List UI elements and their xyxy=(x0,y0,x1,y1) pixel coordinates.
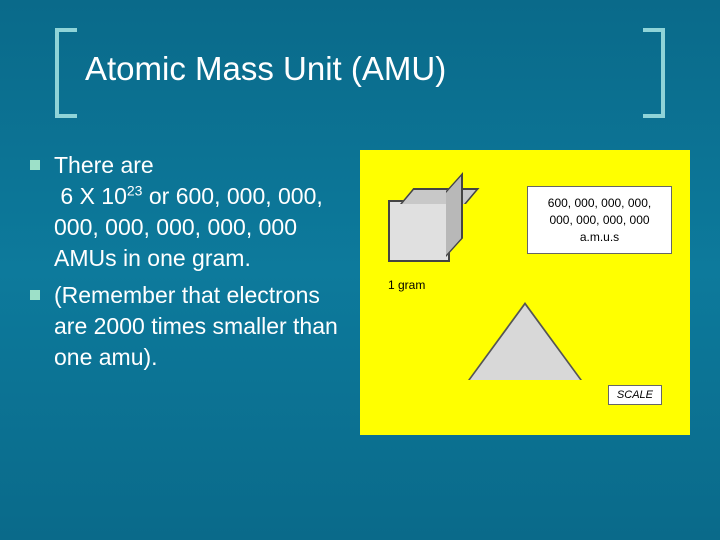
bullet-list: There are 6 X 1023 or 600, 000, 000, 000… xyxy=(30,150,360,520)
bullet-text: There are 6 X 1023 or 600, 000, 000, 000… xyxy=(54,150,350,274)
scale-figure: 1 gram 600, 000, 000, 000, 000, 000, 000… xyxy=(360,150,690,435)
scale-triangle xyxy=(470,305,580,380)
amu-count-box: 600, 000, 000, 000, 000, 000, 000, 000 a… xyxy=(527,186,672,254)
bullet-marker-icon xyxy=(30,160,40,170)
content-area: There are 6 X 1023 or 600, 000, 000, 000… xyxy=(30,150,690,520)
title-bracket-right xyxy=(643,28,665,118)
list-item: (Remember that electrons are 2000 times … xyxy=(30,280,350,373)
bullet-marker-icon xyxy=(30,290,40,300)
gram-cube xyxy=(388,200,450,262)
title-bracket-left xyxy=(55,28,77,118)
bullet-text: (Remember that electrons are 2000 times … xyxy=(54,280,350,373)
list-item: There are 6 X 1023 or 600, 000, 000, 000… xyxy=(30,150,350,274)
slide-title: Atomic Mass Unit (AMU) xyxy=(85,50,446,88)
scale-label: SCALE xyxy=(608,385,662,405)
cube-label: 1 gram xyxy=(388,278,425,292)
